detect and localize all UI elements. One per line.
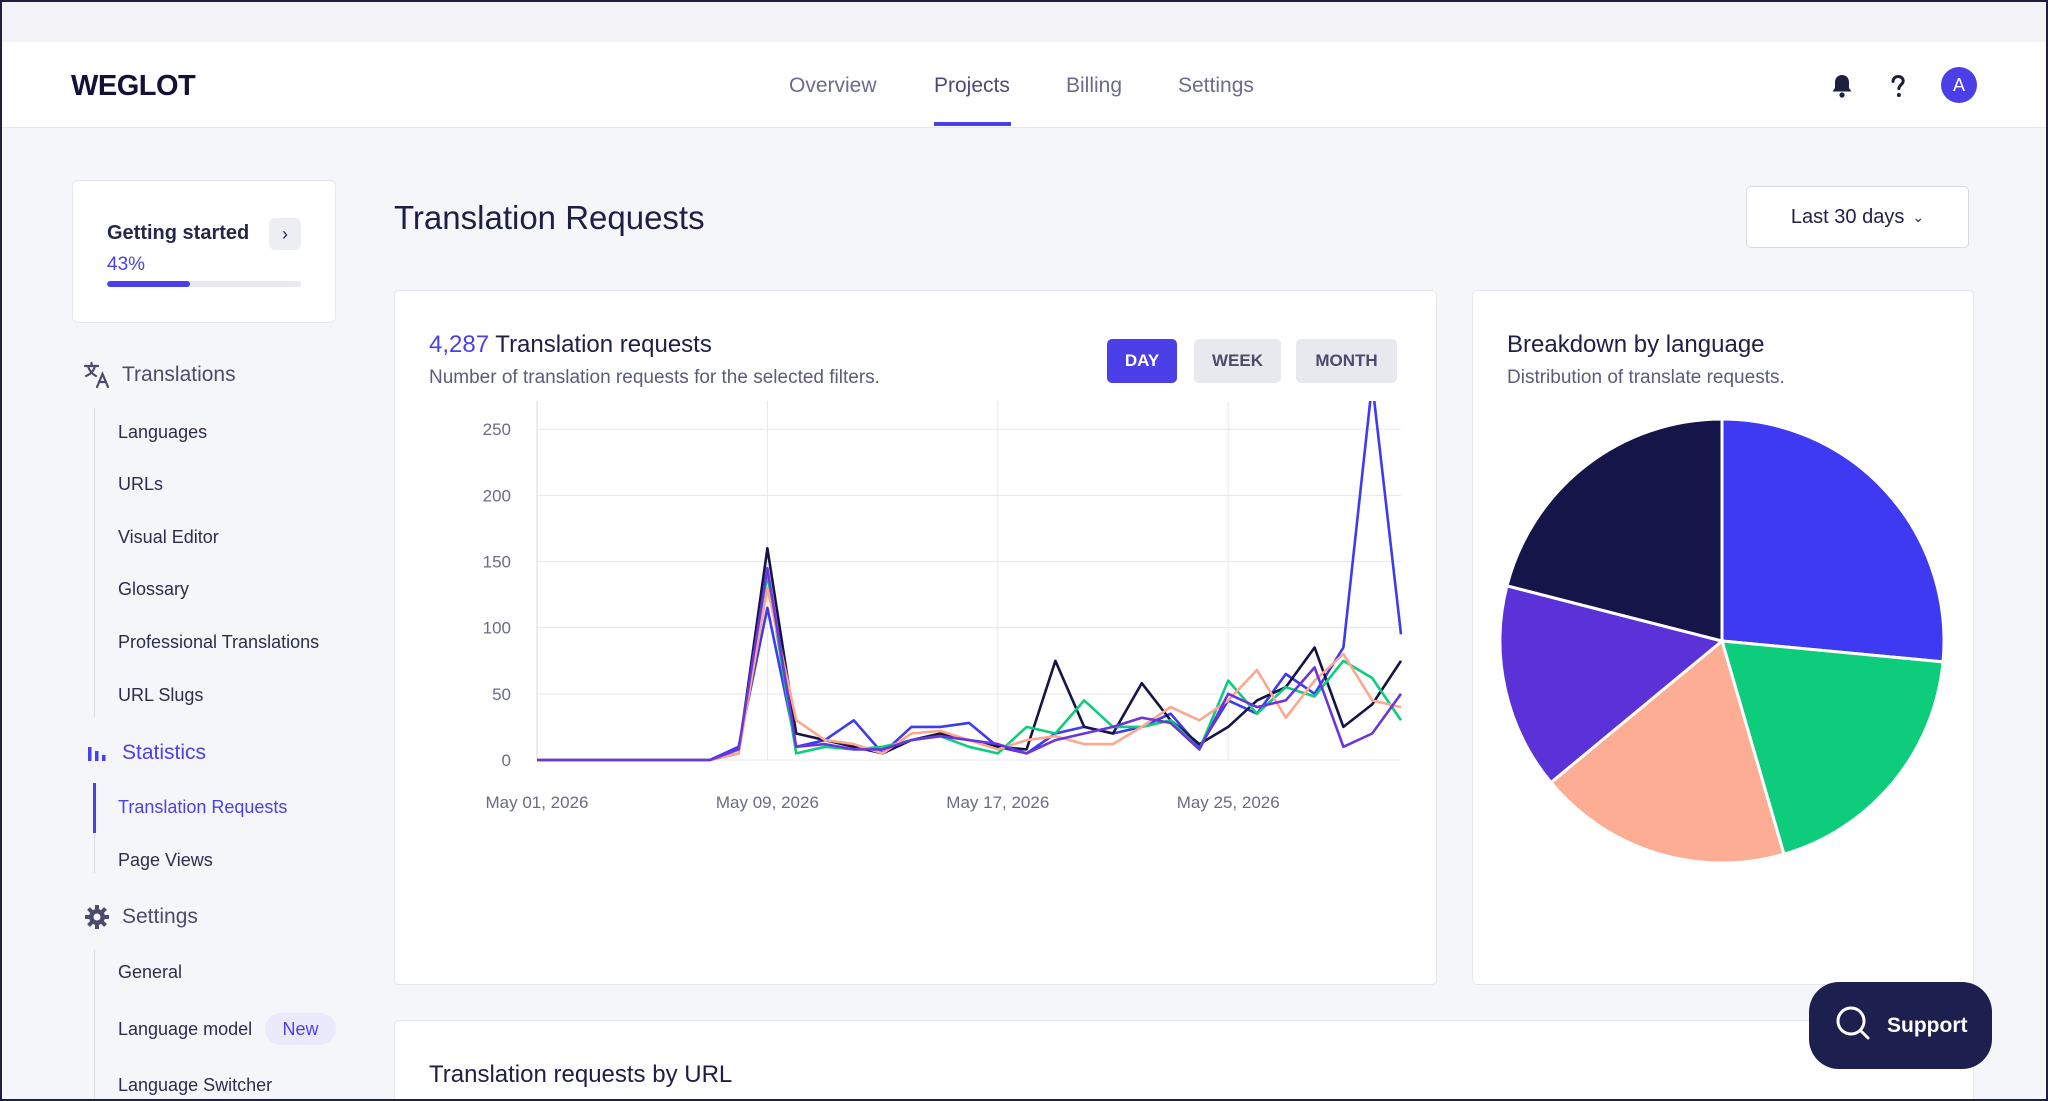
period-month-button[interactable]: MONTH [1296, 339, 1397, 383]
sidebar-item-language-model[interactable]: Language model [118, 1019, 253, 1039]
chevron-down-icon: ⌄ [1912, 208, 1925, 225]
translate-icon [82, 360, 112, 390]
pie-slice-3 [1548, 638, 1786, 865]
support-label: Support [1887, 1013, 1968, 1037]
requests-count: 4,287 [429, 331, 490, 358]
nav-tab-billing[interactable]: Billing [1066, 74, 1123, 97]
series-line-3 [537, 573, 1403, 762]
y-tick-label: 200 [483, 486, 511, 505]
sidebar-group-label: Statistics [122, 741, 207, 764]
requests-heading: 4,287 Translation requests [429, 331, 712, 359]
period-week-button[interactable]: WEEK [1194, 339, 1281, 383]
language-breakdown-card: Breakdown by language Distribution of tr… [1472, 290, 1974, 985]
translation-requests-card: 4,287 Translation requests Number of tra… [394, 290, 1437, 985]
sidebar-group-statistics[interactable]: Statistics [82, 738, 206, 768]
close-window-button[interactable] [14, 17, 27, 30]
pie-title: Breakdown by language [1507, 331, 1765, 358]
sidebar-item-general[interactable]: General [118, 962, 183, 982]
maximize-window-button[interactable] [54, 17, 67, 30]
url-card-title: Translation requests by URL [429, 1061, 733, 1088]
sidebar-item-visual-editor[interactable]: Visual Editor [118, 527, 219, 547]
sidebar-tree-line [94, 408, 95, 718]
sidebar-item-url-slugs[interactable]: URL Slugs [118, 685, 204, 705]
active-tab-indicator [934, 122, 1011, 126]
series-line-4 [537, 586, 1402, 762]
nav-tab-projects[interactable]: Projects [934, 74, 1010, 97]
pie-slice-5 [1505, 417, 1724, 643]
date-range-dropdown[interactable]: Last 30 days ⌄ [1746, 186, 1969, 248]
requests-subtitle: Number of translation requests for the s… [429, 367, 880, 388]
nav-tab-overview[interactable]: Overview [789, 74, 877, 97]
sidebar-item-language-switcher[interactable]: Language Switcher [118, 1075, 273, 1095]
sidebar-group-translations[interactable]: Translations [82, 360, 236, 390]
getting-started-percent: 43% [107, 254, 146, 275]
user-avatar[interactable]: A [1941, 67, 1977, 103]
y-tick-label: 100 [483, 619, 511, 638]
minimize-window-button[interactable] [34, 17, 47, 30]
sidebar-item-translation-requests[interactable]: Translation Requests [118, 797, 288, 817]
pie-subtitle: Distribution of translate requests. [1507, 367, 1785, 388]
pie-chart [1498, 417, 1946, 865]
x-tick-label: May 25, 2026 [1177, 793, 1280, 812]
sidebar-item-professional-translations[interactable]: Professional Translations [118, 632, 320, 652]
nav-tab-settings[interactable]: Settings [1178, 74, 1254, 97]
y-tick-label: 50 [492, 685, 511, 704]
requests-by-url-card: Translation requests by URL [394, 1020, 1974, 1099]
date-range-label: Last 30 days [1790, 205, 1905, 228]
sidebar-item-glossary[interactable]: Glossary [118, 579, 190, 599]
getting-started-progress-bar [107, 281, 301, 287]
y-tick-label: 0 [502, 751, 511, 770]
period-day-button[interactable]: DAY [1107, 339, 1177, 383]
top-navbar: WEGLOT Overview Projects Billing Setting… [2, 42, 2046, 128]
new-badge: New [265, 1013, 336, 1045]
bell-icon[interactable] [1826, 70, 1858, 102]
sidebar-tree-line [94, 950, 95, 1099]
series-line-1 [537, 401, 1403, 762]
requests-title: Translation requests [495, 331, 712, 358]
x-tick-label: May 01, 2026 [485, 793, 588, 812]
sidebar-item-languages[interactable]: Languages [118, 422, 208, 442]
bar-chart-icon [82, 738, 112, 768]
page-title: Translation Requests [394, 199, 705, 236]
window-titlebar [2, 2, 2046, 42]
support-button[interactable]: Support [1809, 982, 1992, 1069]
getting-started-title: Getting started [107, 222, 250, 244]
gear-icon [82, 902, 112, 932]
sidebar-group-label: Translations [122, 363, 236, 386]
getting-started-card[interactable]: Getting started › 43% [72, 180, 336, 323]
pie-slice-4 [1498, 583, 1726, 785]
sidebar-item-page-views[interactable]: Page Views [118, 850, 213, 870]
series-line-5 [537, 566, 1403, 762]
y-tick-label: 250 [483, 420, 511, 439]
getting-started-progress-fill [107, 281, 191, 287]
sidebar-active-indicator [93, 783, 96, 833]
weglot-logo[interactable]: WEGLOT [71, 70, 196, 102]
help-icon[interactable] [1882, 70, 1914, 102]
pie-slice-1 [1720, 417, 1946, 664]
x-tick-label: May 09, 2026 [716, 793, 819, 812]
sidebar-group-label: Settings [122, 905, 198, 928]
sidebar-item-urls[interactable]: URLs [118, 474, 164, 494]
chevron-right-icon[interactable]: › [269, 218, 301, 250]
pie-slice-2 [1719, 639, 1945, 857]
sidebar-group-settings[interactable]: Settings [82, 902, 198, 932]
y-tick-label: 150 [483, 553, 511, 572]
series-line-2 [537, 547, 1403, 762]
search-icon [1833, 1003, 1873, 1049]
x-tick-label: May 17, 2026 [946, 793, 1049, 812]
